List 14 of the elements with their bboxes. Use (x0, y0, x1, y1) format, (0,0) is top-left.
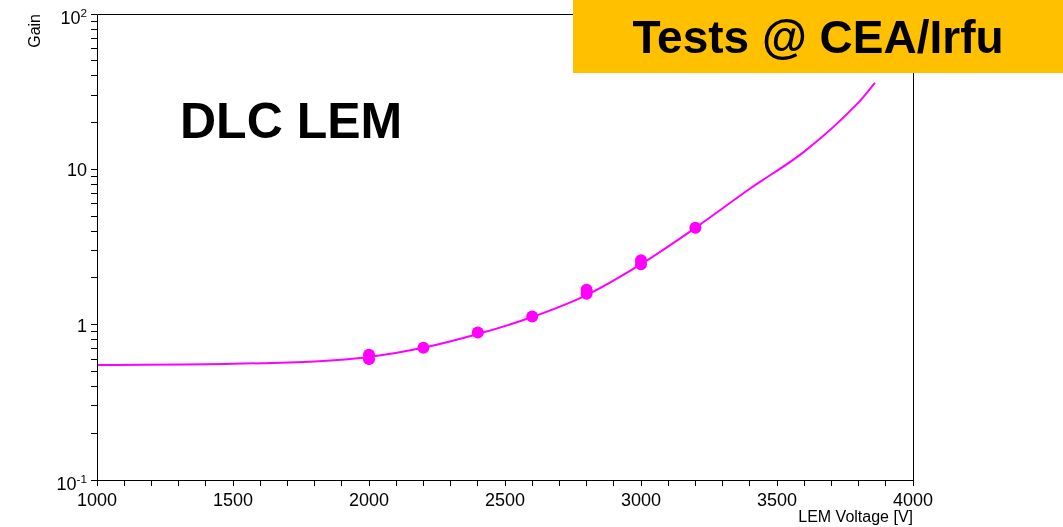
line-series (97, 81, 876, 366)
x-tick-label: 3500 (756, 490, 798, 510)
x-tick-label: 1000 (76, 490, 118, 510)
y-tick-label: 10 (66, 160, 88, 181)
y-tick-label: 1 (76, 315, 87, 336)
x-tick-label: 1500 (212, 490, 254, 510)
x-tick-label: 2000 (348, 490, 390, 510)
annotation: Tests @ CEA/Irfu (573, 0, 1063, 73)
y-axis-title: Gain (26, 14, 43, 48)
x-tick-label: 2500 (484, 490, 526, 510)
x-tick-label: 4000 (892, 490, 934, 510)
annotation: DLC LEM (180, 92, 403, 150)
x-axis-title: LEM Voltage [V] (798, 508, 913, 525)
x-tick-label: 3000 (620, 490, 662, 510)
